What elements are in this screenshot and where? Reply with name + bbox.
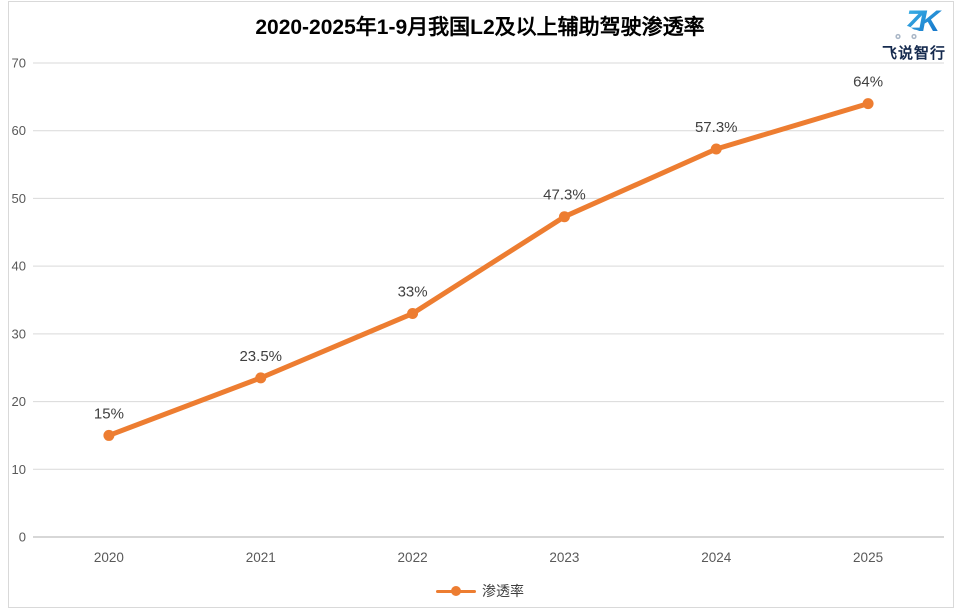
data-label: 23.5% bbox=[239, 348, 282, 365]
legend-dot-icon bbox=[451, 586, 461, 596]
data-point-marker bbox=[407, 308, 419, 320]
x-tick-label: 2025 bbox=[853, 550, 883, 565]
data-point-marker bbox=[103, 429, 115, 441]
x-tick-label: 2020 bbox=[94, 550, 124, 565]
legend-line-marker-icon bbox=[436, 585, 476, 597]
data-label: 64% bbox=[853, 74, 883, 91]
chart-frame bbox=[8, 1, 954, 608]
data-point-marker bbox=[255, 372, 267, 384]
logo-car-wheel-icon bbox=[896, 35, 900, 38]
y-tick-label: 30 bbox=[12, 326, 26, 341]
x-tick-label: 2021 bbox=[246, 550, 276, 565]
logo-car-icon bbox=[890, 25, 921, 36]
y-tick-label: 40 bbox=[12, 259, 26, 274]
legend-series-label: 渗透率 bbox=[482, 583, 524, 599]
chart-title: 2020-2025年1-9月我国L2及以上辅助驾驶渗透率 bbox=[255, 16, 705, 39]
y-tick-label: 20 bbox=[12, 394, 26, 409]
data-point-marker bbox=[710, 143, 722, 155]
y-tick-label: 60 bbox=[12, 123, 26, 138]
data-label: 15% bbox=[94, 405, 124, 422]
x-tick-label: 2022 bbox=[398, 550, 428, 565]
y-tick-label: 70 bbox=[12, 56, 26, 71]
data-point-marker bbox=[558, 211, 570, 223]
x-tick-label: 2023 bbox=[549, 550, 579, 565]
data-label: 47.3% bbox=[543, 187, 586, 204]
data-label: 57.3% bbox=[695, 119, 738, 136]
brand-logo-mark: ZK bbox=[890, 5, 947, 40]
y-tick-label: 50 bbox=[12, 191, 26, 206]
x-tick-label: 2024 bbox=[701, 550, 732, 565]
chart-legend: 渗透率 bbox=[0, 581, 960, 601]
y-tick-label: 10 bbox=[12, 462, 26, 477]
data-label: 33% bbox=[398, 284, 428, 301]
y-tick-label: 0 bbox=[19, 530, 26, 545]
brand-name: 飞说智行 bbox=[881, 45, 946, 62]
logo-car-wheel-icon bbox=[912, 35, 916, 38]
series-line bbox=[106, 101, 871, 438]
brand-logo: ZK 飞说智行 bbox=[876, 4, 952, 62]
data-point-marker bbox=[862, 98, 874, 110]
